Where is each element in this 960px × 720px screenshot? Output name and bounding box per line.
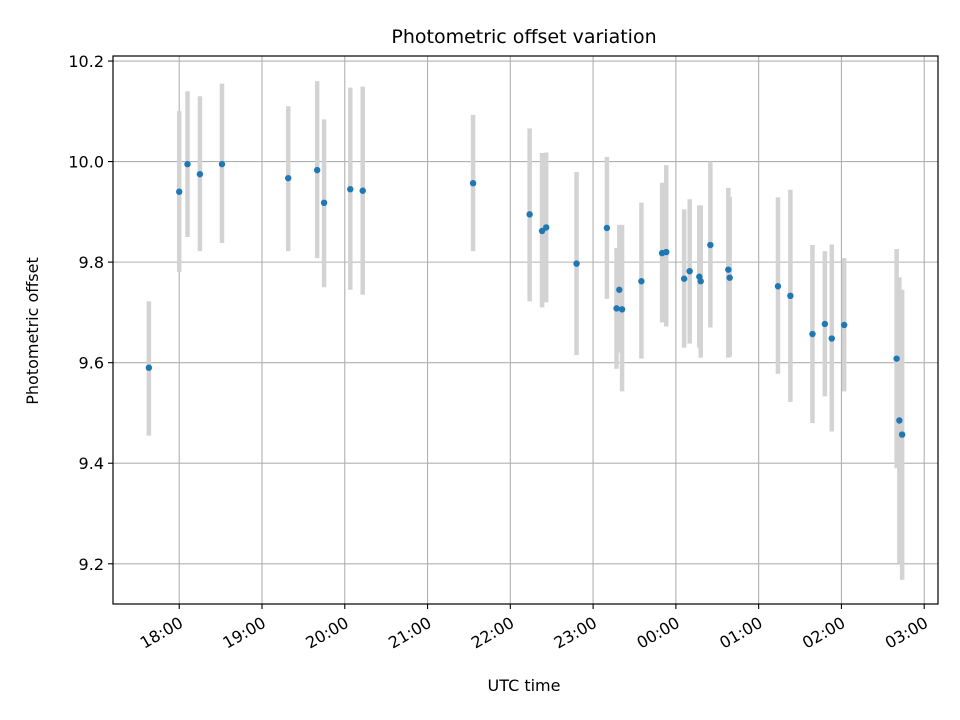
- data-point: [526, 211, 533, 218]
- x-axis-label: UTC time: [488, 676, 561, 695]
- data-point: [573, 260, 580, 267]
- data-point: [697, 278, 704, 285]
- data-point: [893, 355, 900, 362]
- data-point: [347, 186, 354, 193]
- data-point: [613, 305, 620, 312]
- data-point: [828, 335, 835, 342]
- data-point: [898, 431, 906, 438]
- data-point: [313, 166, 321, 174]
- data-point: [809, 330, 816, 338]
- data-point: [821, 320, 829, 328]
- data-point: [176, 188, 183, 195]
- chart-title: Photometric offset variation: [391, 26, 656, 48]
- y-axis-ticks: 9.2 9.4 9.6 9.8 10.0 10.2: [68, 52, 113, 574]
- y-tick-label: 10.2: [68, 52, 104, 71]
- data-point: [603, 224, 611, 232]
- data-point: [616, 286, 623, 293]
- data-point: [320, 199, 328, 207]
- data-point: [618, 306, 626, 313]
- y-tick-label: 9.6: [79, 354, 104, 373]
- data-point: [184, 160, 191, 168]
- data-point: [726, 274, 733, 281]
- y-tick-label: 9.2: [79, 555, 104, 574]
- y-tick-label: 9.4: [79, 454, 104, 473]
- data-point: [787, 292, 794, 300]
- grid: [113, 56, 938, 604]
- y-tick-label: 10.0: [68, 153, 104, 172]
- data-point: [145, 364, 153, 371]
- data-point: [725, 266, 732, 273]
- data-points: [145, 160, 906, 438]
- data-point: [774, 283, 782, 290]
- data-point: [359, 187, 366, 194]
- data-point: [638, 278, 645, 285]
- y-axis-label: Photometric offset: [23, 257, 42, 405]
- plot-area-frame: [112, 55, 939, 605]
- data-point: [542, 224, 550, 231]
- data-point: [680, 275, 688, 282]
- data-point: [707, 241, 714, 249]
- data-point: [663, 248, 670, 256]
- data-point: [896, 417, 903, 424]
- data-point: [840, 321, 848, 329]
- data-point: [218, 160, 226, 168]
- data-point: [285, 174, 292, 182]
- y-tick-label: 9.8: [79, 253, 104, 272]
- data-point: [686, 267, 693, 275]
- data-point: [469, 179, 477, 187]
- data-point: [196, 170, 204, 178]
